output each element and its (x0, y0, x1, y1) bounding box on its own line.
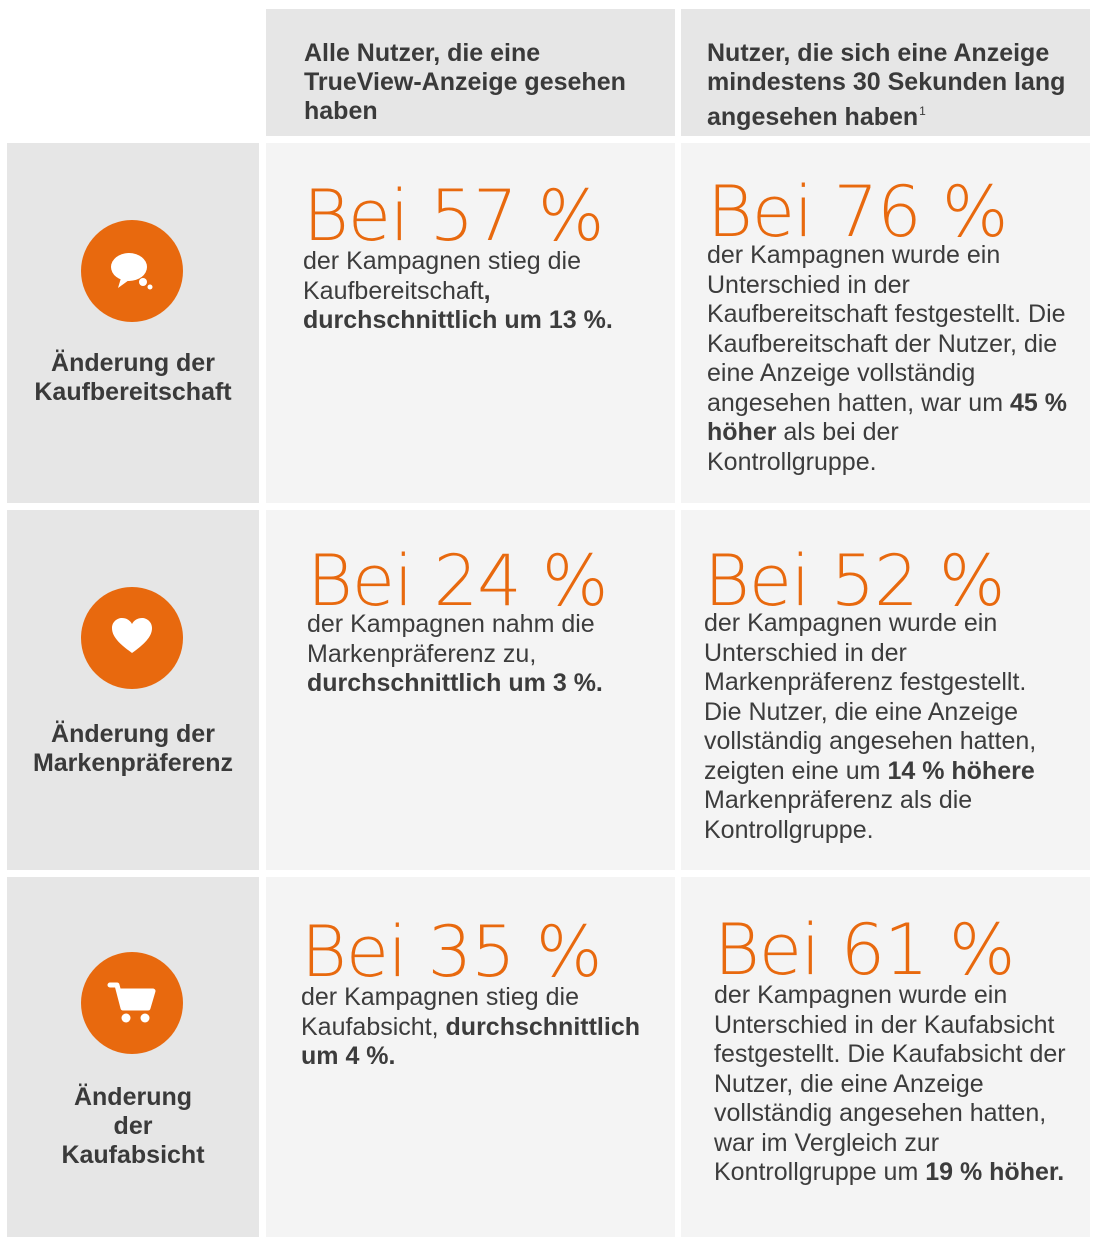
row-label-cell-purchase-readiness: Änderung der Kaufbereitschaft (7, 143, 259, 503)
cell-row3-30s-viewers: Bei 61 % der Kampagnen wurde ein Untersc… (681, 877, 1090, 1237)
cell-row2-30s-viewers: Bei 52 % der Kampagnen wurde ein Untersc… (681, 510, 1090, 870)
body-text: der Kampagnen stieg die Kaufabsicht, (301, 983, 579, 1041)
desc-row3-30s-viewers: der Kampagnen wurde ein Unterschied in d… (714, 981, 1086, 1188)
body-text: der Kampagnen wurde ein Unterschied in d… (714, 981, 1066, 1186)
headline-row1-30s-viewers: Bei 76 % (707, 171, 1008, 253)
headline-row3-all-users: Bei 35 % (301, 911, 602, 993)
highlight-text: 14 % höhere (887, 756, 1035, 785)
body-text: der Kampagnen wurde ein Unterschied in d… (707, 241, 1066, 417)
desc-row1-30s-viewers: der Kampagnen wurde ein Unterschied in d… (707, 241, 1067, 477)
row-label-brand-preference: Änderung der Markenpräferenz (32, 720, 234, 777)
column-header-30s-viewers-wrap: Nutzer, die sich eine Anzeige mindestens… (707, 39, 1076, 132)
row-label-cell-purchase-intent: Änderung der Kaufabsicht (7, 877, 259, 1237)
row-label-cell-brand-preference: Änderung der Markenpräferenz (7, 510, 259, 870)
column-header-all-users-text: Alle Nutzer, die eine TrueView-Anzeige g… (304, 39, 626, 125)
body-text: der Kampagnen nahm die Markenpräferenz z… (307, 610, 595, 668)
body-text: der Kampagnen wurde ein Unterschied in d… (704, 609, 1037, 785)
row-label-purchase-readiness: Änderung der Kaufbereitschaft (34, 349, 232, 406)
headline-row3-30s-viewers: Bei 61 % (714, 909, 1015, 991)
body-text: als bei der Kontrollgruppe. (707, 418, 899, 476)
heart-icon (81, 587, 183, 689)
headline-row2-30s-viewers: Bei 52 % (704, 540, 1005, 622)
desc-row2-30s-viewers: der Kampagnen wurde ein Unterschied in d… (704, 609, 1069, 845)
desc-row3-all-users: der Kampagnen stieg die Kaufabsicht, dur… (301, 983, 666, 1072)
desc-row2-all-users: der Kampagnen nahm die Markenpräferenz z… (307, 610, 647, 699)
highlight-text: durchschnittlich um 4 %. (301, 1012, 640, 1071)
body-text: der Kampagnen stieg die Kaufbereitschaft (303, 247, 581, 305)
footnote-marker: 1 (919, 104, 926, 118)
desc-row1-all-users: der Kampagnen stieg die Kaufbereitschaft… (303, 247, 643, 336)
highlight-text: durchschnittlich um 3 %. (307, 669, 603, 697)
headline-row2-all-users: Bei 24 % (307, 540, 608, 622)
column-header-30s-viewers: Nutzer, die sich eine Anzeige mindestens… (681, 9, 1090, 136)
headline-row1-all-users: Bei 57 % (303, 175, 604, 257)
speech-bubble-icon (81, 220, 183, 322)
cell-row3-all-users: Bei 35 % der Kampagnen stieg die Kaufabs… (266, 877, 675, 1237)
cell-row2-all-users: Bei 24 % der Kampagnen nahm die Markenpr… (266, 510, 675, 870)
shopping-cart-icon (81, 952, 183, 1054)
body-text: Markenpräferenz als die Kontrollgruppe. (704, 786, 973, 844)
column-header-30s-viewers-text: Nutzer, die sich eine Anzeige mindestens… (707, 39, 1066, 131)
row-label-purchase-intent: Änderung der Kaufabsicht (61, 1083, 205, 1169)
cell-row1-all-users: Bei 57 % der Kampagnen stieg die Kaufber… (266, 143, 675, 503)
cell-row1-30s-viewers: Bei 76 % der Kampagnen wurde ein Untersc… (681, 143, 1090, 503)
column-header-all-users: Alle Nutzer, die eine TrueView-Anzeige g… (266, 9, 675, 136)
highlight-text: , durchschnittlich um 13 %. (303, 276, 613, 335)
highlight-text: 19 % höher. (925, 1158, 1065, 1186)
highlight-text: 45 % höher (707, 388, 1067, 447)
